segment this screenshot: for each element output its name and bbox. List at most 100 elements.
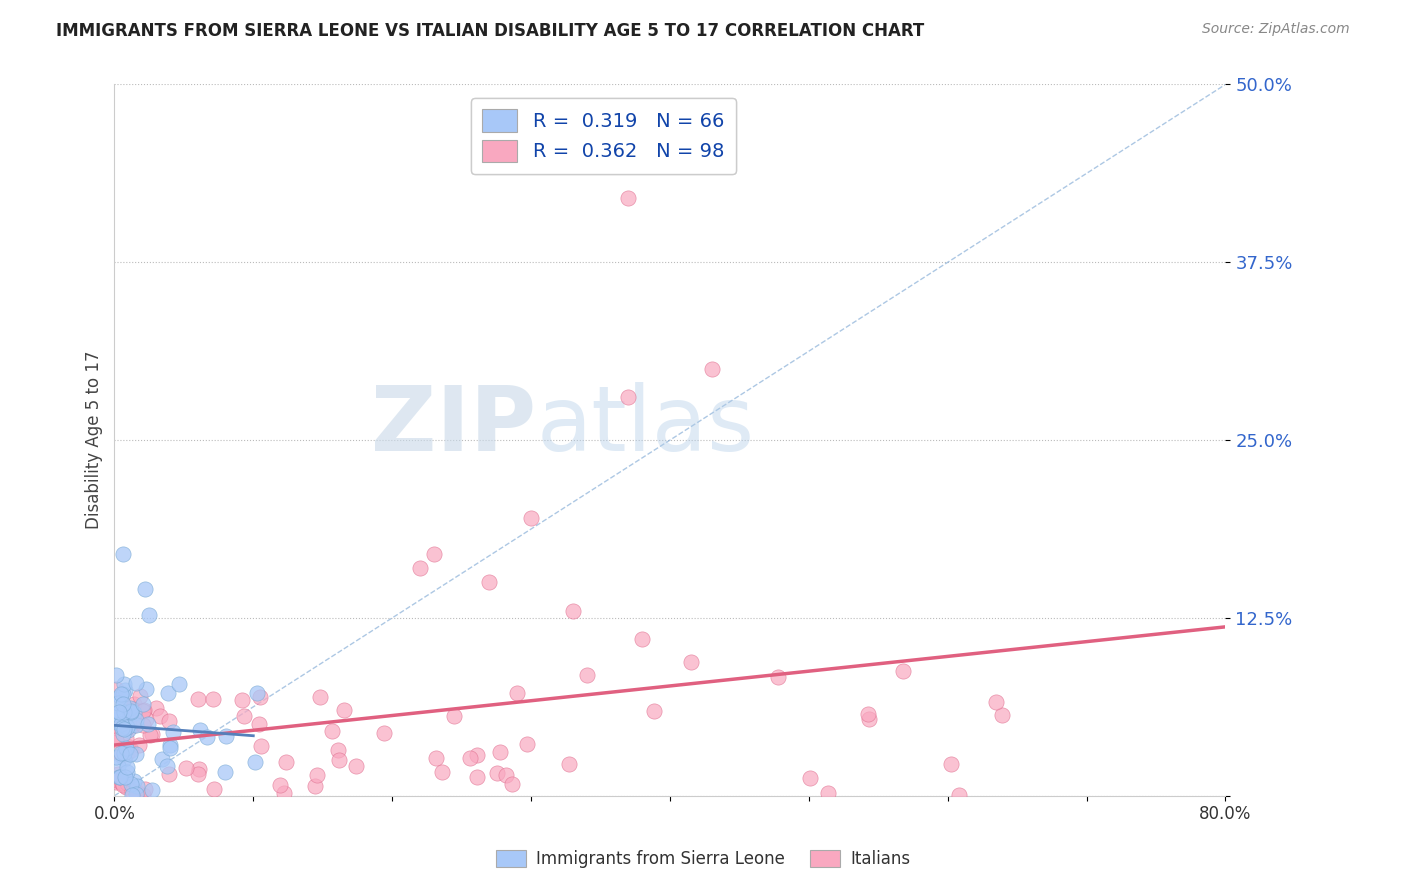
Point xyxy=(120,743,142,757)
Point xyxy=(409,561,432,575)
Point xyxy=(107,770,129,784)
Point xyxy=(111,727,134,741)
Point xyxy=(115,719,138,733)
Point xyxy=(269,778,291,792)
Point xyxy=(631,632,654,647)
Point xyxy=(111,687,134,701)
Point xyxy=(188,723,211,737)
Point xyxy=(121,702,143,716)
Point xyxy=(127,785,149,799)
Point xyxy=(115,746,138,760)
Point xyxy=(195,730,218,744)
Point xyxy=(520,511,543,525)
Point xyxy=(135,712,157,726)
Point xyxy=(617,191,640,205)
Point xyxy=(187,767,209,781)
Point xyxy=(120,701,142,715)
Point xyxy=(112,722,135,736)
Point xyxy=(110,746,132,760)
Point xyxy=(132,702,155,716)
Point xyxy=(115,731,138,745)
Point xyxy=(423,547,446,561)
Point xyxy=(107,697,129,711)
Point xyxy=(506,686,529,700)
Point xyxy=(817,786,839,800)
Point xyxy=(276,755,298,769)
Point xyxy=(112,697,135,711)
Point xyxy=(105,668,128,682)
Point xyxy=(114,771,136,785)
Point xyxy=(128,739,150,753)
Point xyxy=(141,783,163,797)
Point xyxy=(478,575,501,590)
Point xyxy=(134,781,156,796)
Point xyxy=(465,747,488,762)
Point xyxy=(249,717,271,731)
Point xyxy=(105,721,128,735)
Point xyxy=(443,709,465,723)
Point xyxy=(134,582,156,597)
Point xyxy=(105,750,128,764)
Point xyxy=(561,604,583,618)
Point xyxy=(231,693,253,707)
Point xyxy=(307,768,329,782)
Point xyxy=(121,789,143,803)
Point xyxy=(108,689,131,703)
Point xyxy=(465,770,488,784)
Point xyxy=(157,767,180,781)
Point xyxy=(157,714,180,728)
Point xyxy=(799,771,821,785)
Point xyxy=(430,765,453,780)
Point xyxy=(246,686,269,700)
Point xyxy=(135,681,157,696)
Point xyxy=(516,737,538,751)
Point xyxy=(115,780,138,794)
Point xyxy=(110,707,132,722)
Point xyxy=(115,765,138,780)
Y-axis label: Disability Age 5 to 17: Disability Age 5 to 17 xyxy=(86,351,103,529)
Point xyxy=(941,756,963,771)
Point xyxy=(250,739,273,753)
Point xyxy=(105,729,128,743)
Point xyxy=(124,774,146,789)
Point xyxy=(111,775,134,789)
Point xyxy=(110,717,132,731)
Point xyxy=(273,786,295,800)
Point xyxy=(121,706,143,721)
Point xyxy=(132,718,155,732)
Point xyxy=(131,788,153,802)
Point xyxy=(115,739,138,753)
Point xyxy=(125,676,148,690)
Point xyxy=(114,682,136,697)
Point xyxy=(425,751,447,765)
Point xyxy=(108,705,131,719)
Point xyxy=(141,726,163,740)
Point xyxy=(202,692,225,706)
Point xyxy=(125,779,148,793)
Point xyxy=(120,705,142,719)
Point xyxy=(159,740,181,755)
Point xyxy=(104,730,127,744)
Point xyxy=(127,786,149,800)
Point xyxy=(202,782,225,797)
Point xyxy=(117,723,139,737)
Point xyxy=(321,723,343,738)
Point xyxy=(120,777,142,791)
Point xyxy=(122,706,145,721)
Point xyxy=(373,725,395,739)
Point xyxy=(132,697,155,711)
Point xyxy=(214,730,236,744)
Text: atlas: atlas xyxy=(537,382,755,470)
Point xyxy=(309,690,332,705)
Point xyxy=(108,774,131,789)
Point xyxy=(125,718,148,732)
Point xyxy=(122,697,145,711)
Legend: R =  0.319   N = 66, R =  0.362   N = 98: R = 0.319 N = 66, R = 0.362 N = 98 xyxy=(471,98,735,174)
Point xyxy=(112,713,135,727)
Point xyxy=(145,701,167,715)
Point xyxy=(681,655,703,669)
Point xyxy=(111,547,134,561)
Text: IMMIGRANTS FROM SIERRA LEONE VS ITALIAN DISABILITY AGE 5 TO 17 CORRELATION CHART: IMMIGRANTS FROM SIERRA LEONE VS ITALIAN … xyxy=(56,22,925,40)
Point xyxy=(328,753,350,767)
Point xyxy=(187,691,209,706)
